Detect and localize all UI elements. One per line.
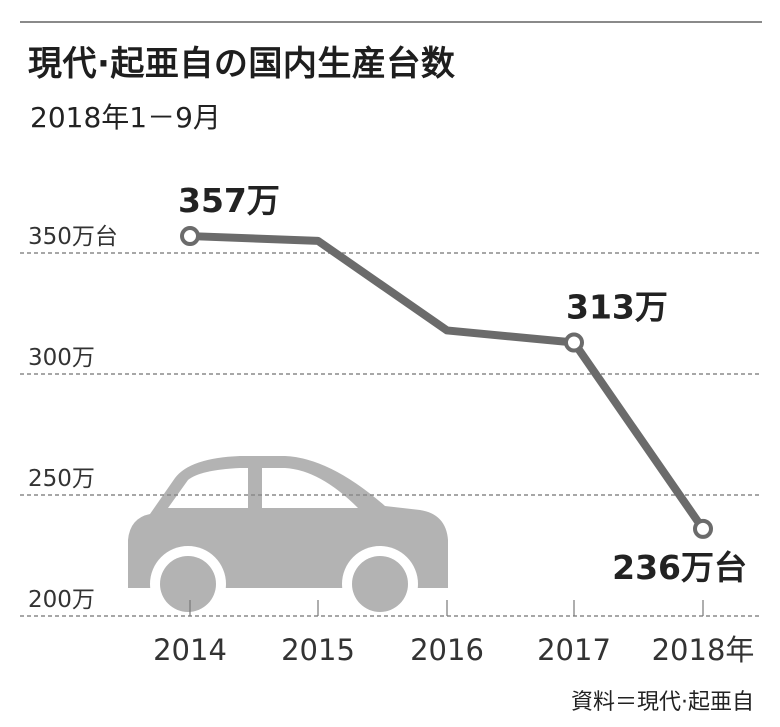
- chart-title: 現代·起亜自の国内生産台数: [28, 44, 456, 84]
- data-point: [693, 518, 713, 539]
- data-label: 313万: [566, 288, 668, 327]
- y-tick-label: 350万台: [28, 224, 118, 250]
- x-tick-label: 2018年: [652, 633, 755, 667]
- x-tick-label: 2017: [537, 633, 611, 667]
- x-tick-label: 2015: [281, 633, 355, 667]
- source-note: 資料＝現代·起亜自: [571, 690, 754, 715]
- data-point: [564, 332, 584, 353]
- x-tick-label: 2014: [153, 633, 227, 667]
- series-line: [186, 232, 707, 533]
- data-point: [180, 226, 200, 247]
- data-label: 236万台: [612, 548, 747, 587]
- y-tick-label: 200万: [28, 587, 95, 613]
- data-label: 357万: [178, 181, 280, 220]
- car-icon: [128, 456, 448, 622]
- x-tick-label: 2016: [410, 633, 484, 667]
- y-tick-label: 300万: [28, 345, 95, 371]
- chart-subtitle: 2018年1－9月: [30, 101, 221, 134]
- top-rule: [20, 21, 762, 23]
- y-tick-label: 250万: [28, 466, 95, 492]
